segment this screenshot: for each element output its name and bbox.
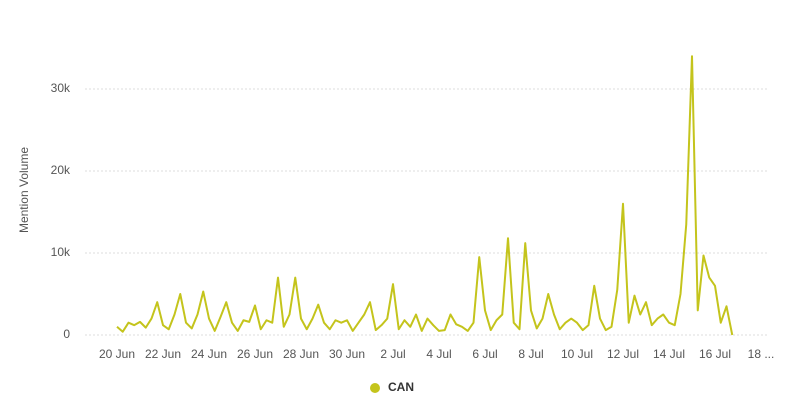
y-tick-label: 0	[63, 327, 70, 341]
legend-label: CAN	[388, 380, 414, 394]
x-tick-label: 12 Jul	[607, 347, 639, 361]
x-tick-label: 20 Jun	[99, 347, 135, 361]
x-tick-label: 4 Jul	[426, 347, 451, 361]
x-tick-label: 26 Jun	[237, 347, 273, 361]
legend-marker	[370, 383, 380, 393]
x-tick-label: 8 Jul	[518, 347, 543, 361]
x-tick-label: 24 Jun	[191, 347, 227, 361]
y-tick-label: 30k	[51, 81, 71, 95]
x-tick-label: 14 Jul	[653, 347, 685, 361]
x-tick-label: 16 Jul	[699, 347, 731, 361]
x-tick-label: 22 Jun	[145, 347, 181, 361]
y-axis-title: Mention Volume	[17, 147, 31, 233]
x-tick-label: 28 Jun	[283, 347, 319, 361]
x-tick-label: 30 Jun	[329, 347, 365, 361]
x-tick-label: 10 Jul	[561, 347, 593, 361]
series-line	[116, 55, 734, 336]
x-tick-label: 2 Jul	[380, 347, 405, 361]
x-tick-label: 18 ...	[748, 347, 775, 361]
y-tick-label: 10k	[51, 245, 71, 259]
y-tick-label: 20k	[51, 163, 71, 177]
x-tick-label: 6 Jul	[472, 347, 497, 361]
